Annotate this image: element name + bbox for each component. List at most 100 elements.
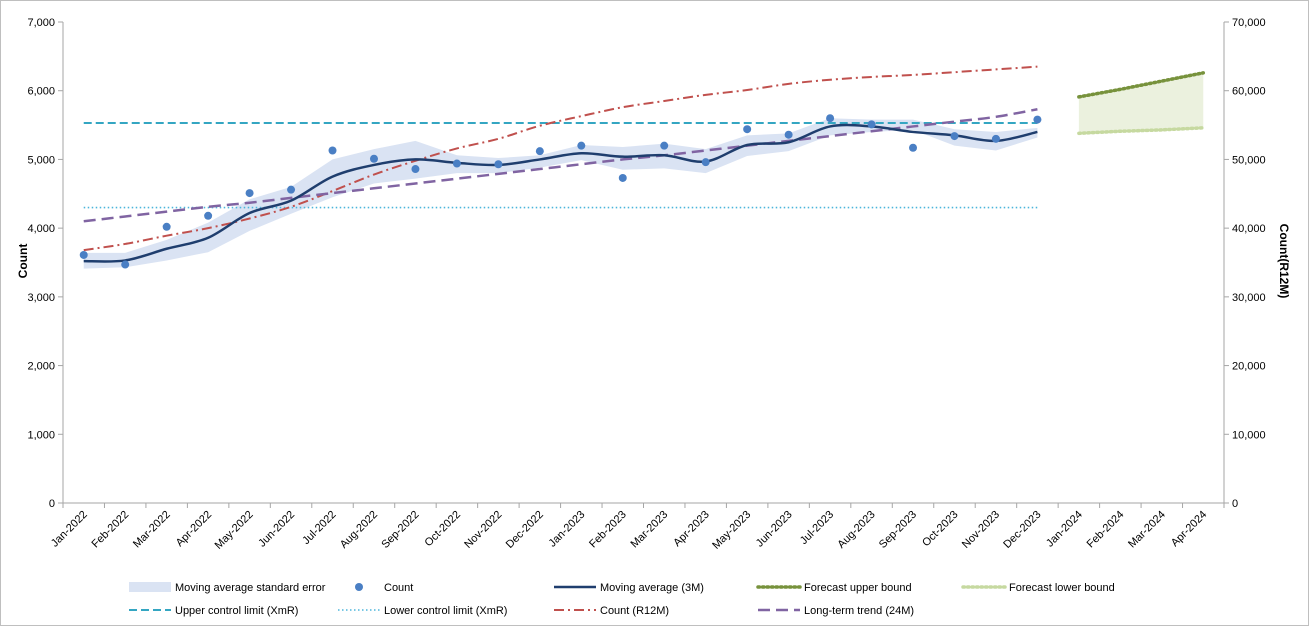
y-tick-label: 3,000	[27, 292, 55, 304]
long-term-trend-line	[83, 108, 1038, 223]
count-point	[1033, 115, 1042, 124]
count-point	[245, 189, 254, 198]
count-point	[452, 159, 461, 168]
y-tick-label: 0	[49, 498, 55, 510]
forecast-lower-line	[1077, 126, 1206, 136]
y-tick-label: 7,000	[27, 17, 55, 29]
x-tick-label: Oct-2022	[423, 509, 463, 549]
y2-tick-label: 30,000	[1232, 292, 1266, 304]
legend-label: Forecast upper bound	[804, 582, 912, 594]
x-tick-label: Apr-2023	[671, 509, 711, 549]
x-tick-label: May-2023	[710, 509, 753, 552]
y2-tick-label: 20,000	[1232, 361, 1266, 373]
x-tick-label: Jul-2022	[300, 509, 338, 547]
legend-label: Count (R12M)	[600, 605, 669, 617]
forecast-layer	[1077, 71, 1206, 136]
x-tick-label: Feb-2024	[1085, 509, 1127, 551]
legend-label: Moving average standard error	[175, 582, 326, 594]
count-point	[577, 141, 586, 150]
y-axis-title: Count	[16, 244, 30, 279]
legend-item: Forecast lower bound	[961, 582, 1115, 594]
x-tick-label: Nov-2022	[462, 509, 504, 551]
y2-tick-label: 0	[1232, 498, 1238, 510]
count-point	[79, 250, 88, 259]
legend-label: Moving average (3M)	[600, 582, 704, 594]
y2-axis-title: Count(R12M)	[1277, 224, 1291, 299]
count-point	[618, 173, 627, 182]
count-point	[369, 154, 378, 163]
count-point	[950, 132, 959, 141]
count-point	[826, 114, 835, 123]
x-tick-label: Apr-2024	[1169, 509, 1209, 549]
legend-label: Lower control limit (XmR)	[384, 605, 507, 617]
legend-item: Moving average (3M)	[554, 582, 704, 594]
x-tick-label: Mar-2024	[1126, 509, 1168, 551]
count-point	[909, 143, 918, 152]
band-layer	[83, 118, 1038, 269]
moving-average-line	[83, 123, 1038, 263]
x-tick-label: Aug-2022	[338, 509, 380, 551]
x-tick-label: Jan-2024	[1044, 509, 1085, 550]
count-point	[867, 120, 876, 129]
legend-item: Count	[355, 582, 413, 594]
y2-tick-label: 50,000	[1232, 154, 1266, 166]
y-tick-label: 6,000	[27, 86, 55, 98]
x-tick-label: May-2022	[213, 509, 256, 552]
count-point	[784, 130, 793, 139]
y2-tick-label: 10,000	[1232, 429, 1266, 441]
count-point	[411, 165, 420, 174]
x-tick-label: Mar-2023	[629, 509, 671, 551]
x-tick-label: Sep-2022	[379, 509, 421, 551]
x-tick-label: Apr-2022	[174, 509, 214, 549]
x-tick-label: Sep-2023	[877, 509, 919, 551]
x-tick-label: Feb-2022	[90, 509, 132, 551]
forecast-upper-line	[1077, 71, 1206, 99]
legend-label: Forecast lower bound	[1009, 582, 1115, 594]
legend-item: Moving average standard error	[129, 582, 326, 594]
count-point	[701, 158, 710, 167]
legend-label: Upper control limit (XmR)	[175, 605, 298, 617]
y2-tick-label: 40,000	[1232, 223, 1266, 235]
legend-swatch-band	[129, 582, 171, 592]
count-point	[743, 125, 752, 134]
legend-label: Count	[384, 582, 413, 594]
count-point	[121, 260, 130, 269]
count-point	[535, 147, 544, 156]
x-tick-label: Dec-2022	[504, 509, 546, 551]
count-point	[660, 141, 669, 150]
y-tick-label: 2,000	[27, 361, 55, 373]
x-tick-label: Dec-2023	[1001, 509, 1043, 551]
legend-label: Long-term trend (24M)	[804, 605, 914, 617]
lines-layer	[83, 65, 1038, 263]
x-tick-label: Feb-2023	[587, 509, 629, 551]
count-point	[162, 222, 171, 231]
legend-item: Lower control limit (XmR)	[338, 605, 507, 617]
legend-item: Forecast upper bound	[756, 582, 912, 594]
legend-item: Count (R12M)	[554, 605, 669, 617]
count-point	[991, 134, 1000, 143]
x-tick-label: Jun-2023	[754, 509, 795, 550]
y2-tick-label: 70,000	[1232, 17, 1266, 29]
y-tick-label: 5,000	[27, 154, 55, 166]
legend-item: Long-term trend (24M)	[758, 605, 914, 617]
std-error-band	[83, 118, 1038, 269]
x-tick-label: Aug-2023	[835, 509, 877, 551]
count-point	[494, 160, 503, 169]
x-tick-label: Jan-2022	[49, 509, 90, 550]
legend-item: Upper control limit (XmR)	[129, 605, 298, 617]
legend: Moving average standard error Count Moving…	[129, 582, 1115, 617]
x-tick-label: Jun-2022	[256, 509, 297, 550]
y2-tick-label: 60,000	[1232, 86, 1266, 98]
x-tick-label: Nov-2023	[960, 509, 1002, 551]
forecast-area	[1078, 72, 1204, 134]
x-tick-label: Oct-2023	[920, 509, 960, 549]
count-point	[204, 211, 213, 220]
legend-swatch-dot	[355, 583, 363, 591]
count-point	[328, 146, 337, 155]
x-tick-label: Mar-2022	[131, 509, 173, 551]
count-point	[287, 185, 296, 194]
x-tick-label: Jan-2023	[547, 509, 588, 550]
x-tick-label: Jul-2023	[798, 509, 836, 547]
